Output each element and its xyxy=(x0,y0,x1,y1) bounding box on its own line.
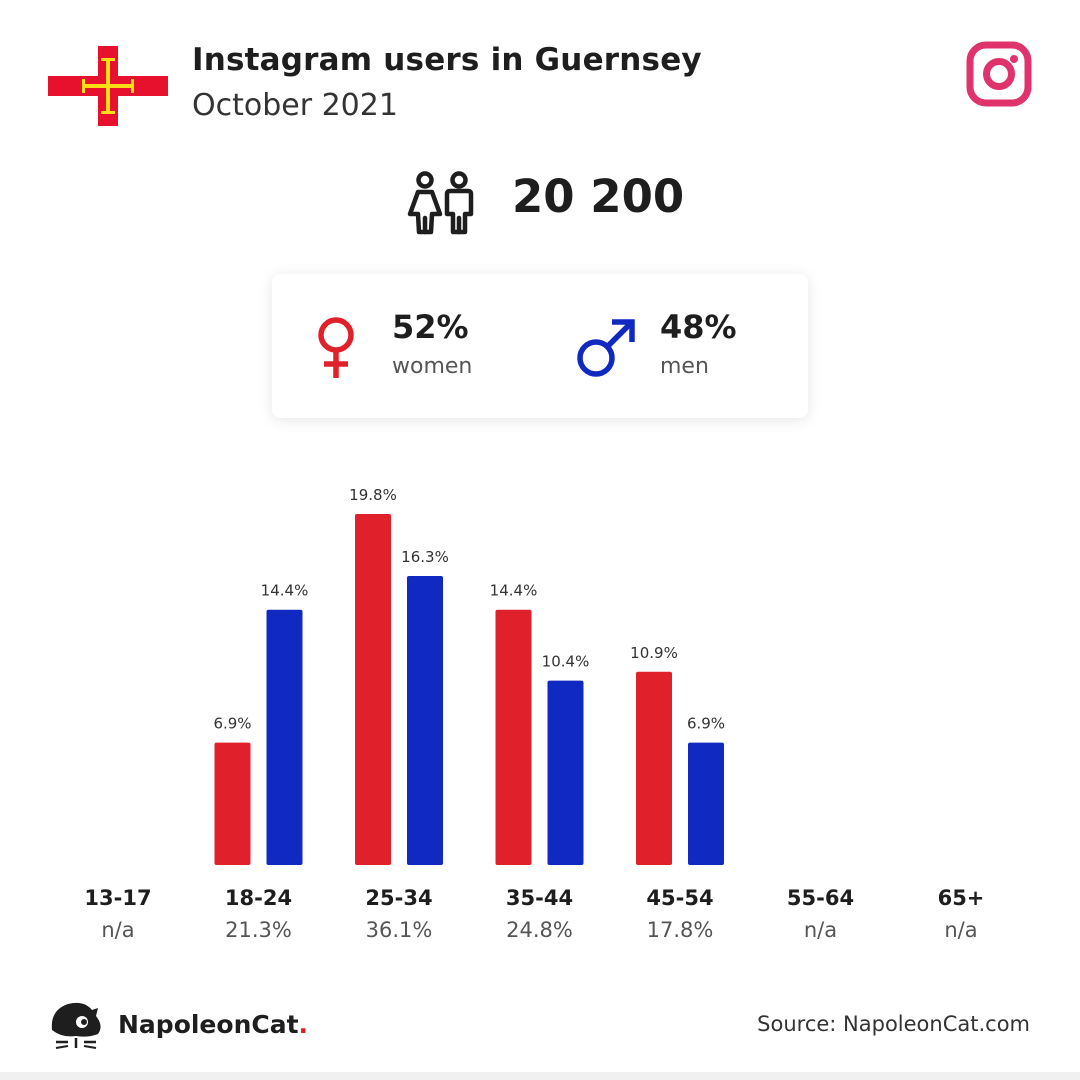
women-label: women xyxy=(392,354,473,379)
bar-women-35-44 xyxy=(495,609,532,865)
category-label-13-17: 13-17 xyxy=(84,886,151,910)
gender-split-card: 52% women 48% men xyxy=(272,274,808,418)
category-label-18-24: 18-24 xyxy=(225,886,292,910)
category-total-55-64: n/a xyxy=(804,918,837,942)
data-label-women-25-34: 19.8% xyxy=(349,486,397,504)
bar-women-45-54 xyxy=(636,671,672,865)
category-total-13-17: n/a xyxy=(101,918,134,942)
category-total-65+: n/a xyxy=(944,918,977,942)
women-percentage: 52% xyxy=(392,308,469,346)
bar-men-18-24 xyxy=(266,609,303,865)
data-label-men-35-44: 10.4% xyxy=(542,653,590,671)
page-title: Instagram users in Guernsey xyxy=(192,42,702,78)
bar-men-25-34 xyxy=(407,576,443,865)
category-total-45-54: 17.8% xyxy=(647,918,714,942)
bar-women-25-34 xyxy=(355,514,391,865)
guernsey-flag-icon xyxy=(48,46,168,126)
category-label-25-34: 25-34 xyxy=(365,886,432,910)
female-symbol-icon xyxy=(318,317,354,378)
category-total-18-24: 21.3% xyxy=(225,918,292,942)
napoleoncat-logo-icon xyxy=(51,1002,101,1049)
data-label-women-35-44: 14.4% xyxy=(490,582,538,600)
category-label-45-54: 45-54 xyxy=(646,886,713,910)
bar-women-18-24 xyxy=(214,742,251,865)
men-label: men xyxy=(660,354,709,379)
category-label-55-64: 55-64 xyxy=(787,886,854,910)
page-subtitle: October 2021 xyxy=(192,88,398,123)
data-label-women-45-54: 10.9% xyxy=(630,644,678,662)
bar-men-45-54 xyxy=(688,742,724,865)
users-icon xyxy=(407,171,474,235)
brand-text: NapoleonCat xyxy=(118,1010,299,1039)
data-label-men-25-34: 16.3% xyxy=(401,548,449,566)
category-label-65+: 65+ xyxy=(938,886,985,910)
age-gender-bar-chart: 13-17 n/a 6.9% 14.4% 18-24 21.3% 19.8% 16.3% 25-… xyxy=(84,486,985,942)
male-symbol-icon xyxy=(577,319,635,377)
data-label-men-18-24: 14.4% xyxy=(261,582,309,600)
category-total-35-44: 24.8% xyxy=(506,918,573,942)
brand-dot: . xyxy=(298,1010,309,1039)
bottom-bar xyxy=(0,1072,1080,1080)
bar-men-35-44 xyxy=(547,680,584,865)
category-label-35-44: 35-44 xyxy=(506,886,573,910)
data-label-women-18-24: 6.9% xyxy=(213,715,251,733)
instagram-icon xyxy=(966,41,1032,107)
men-percentage: 48% xyxy=(660,308,737,346)
total-users-value: 20 200 xyxy=(512,170,685,223)
category-total-25-34: 36.1% xyxy=(366,918,433,942)
data-label-men-45-54: 6.9% xyxy=(687,715,725,733)
source-text: Source: NapoleonCat.com xyxy=(757,1012,1030,1036)
brand-name: NapoleonCat. xyxy=(118,1010,308,1039)
